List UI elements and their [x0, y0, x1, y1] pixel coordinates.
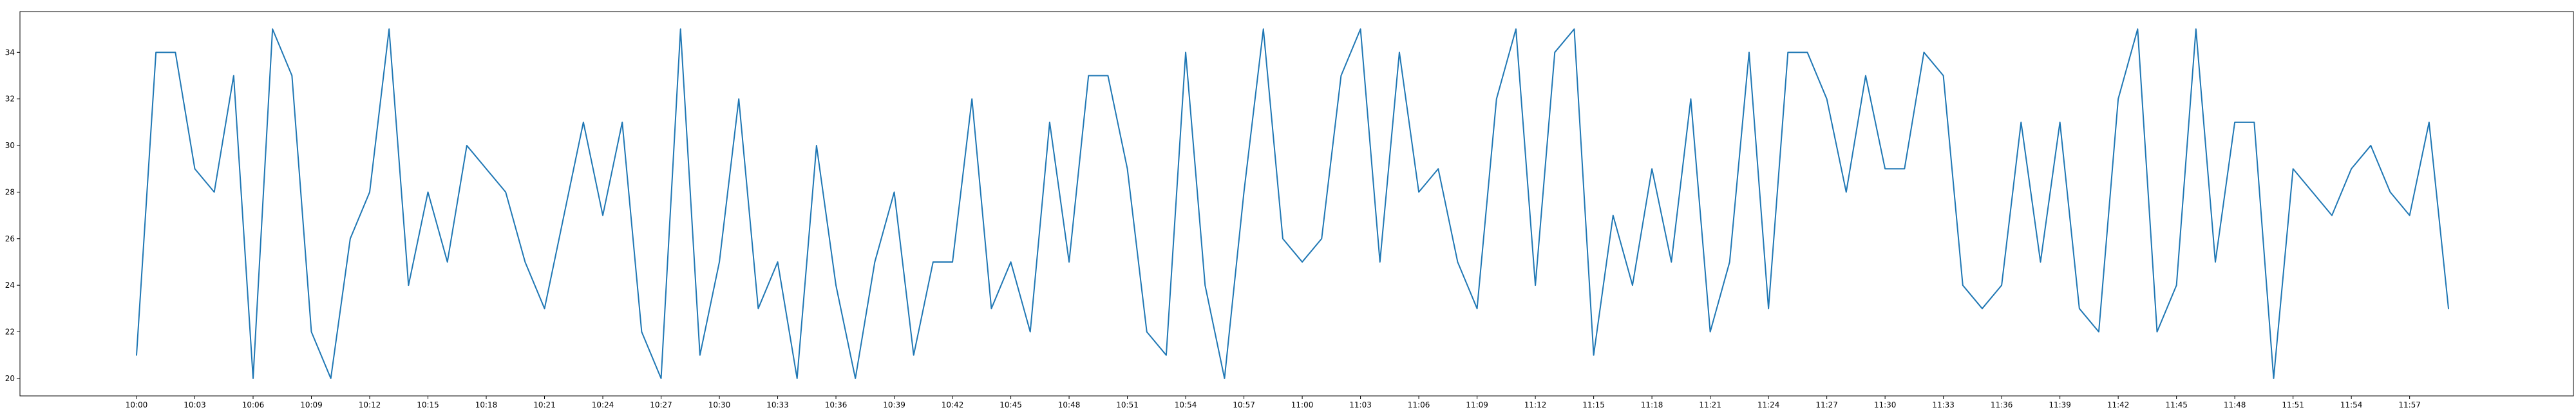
x-tick-label: 11:33	[1932, 400, 1955, 409]
x-tick-label: 11:51	[2282, 400, 2304, 409]
y-tick-label: 30	[5, 141, 15, 150]
x-tick-label: 10:12	[359, 400, 381, 409]
x-tick-label: 11:39	[2049, 400, 2071, 409]
plot-area	[19, 11, 2574, 397]
x-tick-label: 10:54	[1175, 400, 1197, 409]
y-tick-label: 28	[5, 187, 15, 196]
x-tick-label: 11:42	[2107, 400, 2130, 409]
x-tick-label: 11:00	[1291, 400, 1314, 409]
x-tick-label: 11:57	[2398, 400, 2421, 409]
y-tick-label: 22	[5, 328, 15, 337]
x-tick-label: 10:51	[1116, 400, 1139, 409]
x-tick-label: 10:36	[825, 400, 848, 409]
y-tick-label: 24	[5, 281, 15, 290]
x-tick-label: 11:09	[1466, 400, 1488, 409]
x-tick-label: 10:18	[475, 400, 498, 409]
y-tick-label: 26	[5, 234, 15, 243]
x-tick-label: 10:57	[1233, 400, 1255, 409]
y-tick-label: 32	[5, 95, 15, 104]
y-axis: 20 22 24 26 28 30 32 34	[5, 48, 20, 383]
x-tick-label: 10:42	[942, 400, 964, 409]
x-tick-label: 11:15	[1582, 400, 1605, 409]
x-tick-label: 10:48	[1058, 400, 1081, 409]
x-tick-label: 11:45	[2165, 400, 2188, 409]
x-tick-label: 10:03	[184, 400, 206, 409]
x-tick-label: 11:12	[1524, 400, 1547, 409]
x-tick-label: 10:00	[126, 400, 148, 409]
x-tick-label: 11:27	[1815, 400, 1838, 409]
x-tick-label: 11:21	[1699, 400, 1721, 409]
x-tick-label: 10:24	[592, 400, 614, 409]
x-tick-label: 11:03	[1349, 400, 1372, 409]
series-line	[136, 28, 2449, 379]
x-tick-label: 11:30	[1874, 400, 1897, 409]
x-tick-label: 11:24	[1757, 400, 1780, 409]
x-tick-label: 10:45	[999, 400, 1022, 409]
x-tick-label: 10:33	[766, 400, 789, 409]
x-axis: 10:00 10:03 10:06 10:09 10:12 10:15 10:18 10:21…	[126, 396, 2421, 409]
x-tick-label: 11:18	[1641, 400, 1663, 409]
x-tick-label: 10:21	[533, 400, 556, 409]
x-tick-label: 10:15	[417, 400, 439, 409]
x-tick-label: 10:06	[242, 400, 265, 409]
x-tick-label: 10:27	[650, 400, 672, 409]
x-tick-label: 11:36	[1991, 400, 2013, 409]
y-tick-label: 20	[5, 374, 15, 383]
x-tick-label: 11:54	[2340, 400, 2363, 409]
x-tick-label: 11:48	[2224, 400, 2246, 409]
x-tick-label: 10:30	[708, 400, 731, 409]
x-tick-label: 10:39	[883, 400, 905, 409]
y-tick-label: 34	[5, 48, 15, 57]
x-tick-label: 11:06	[1408, 400, 1430, 409]
x-tick-label: 10:09	[300, 400, 323, 409]
